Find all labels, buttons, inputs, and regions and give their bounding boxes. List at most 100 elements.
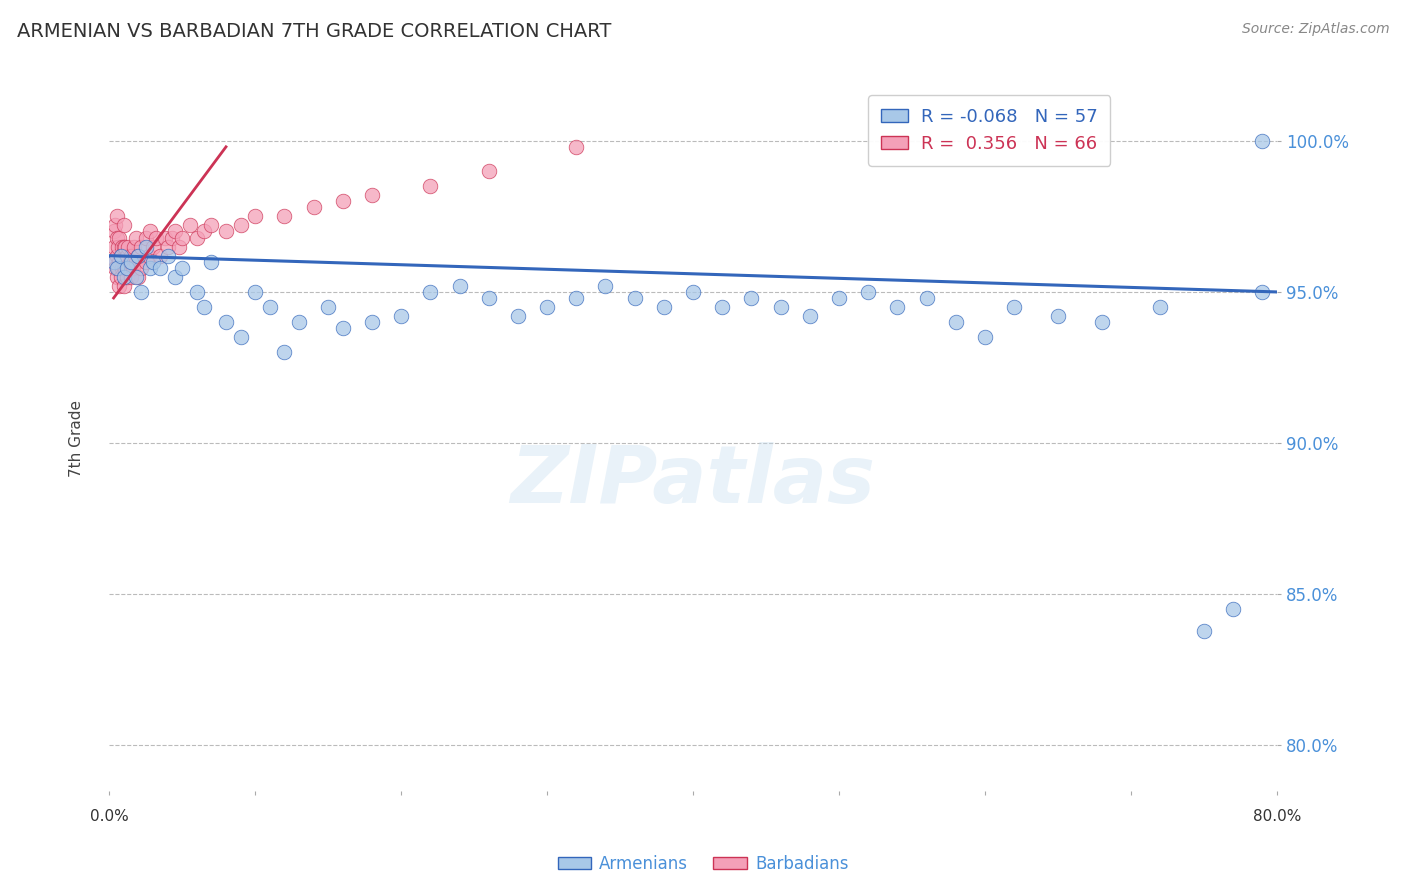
Point [974,330,997,344]
Point [107,239,129,253]
Point [149,249,172,263]
Point [915,291,938,305]
Point [1222,602,1244,616]
Point [179,219,201,233]
Point [332,321,354,335]
Point [536,300,558,314]
Text: 80.0%: 80.0% [1253,809,1301,824]
Point [506,309,529,323]
Point [105,210,128,224]
Point [302,200,325,214]
Point [478,291,501,305]
Point [105,230,128,244]
Point [1251,134,1274,148]
Point [160,230,183,244]
Point [332,194,354,209]
Point [149,260,172,275]
Point [131,285,153,299]
Legend: Armenians, Barbadians: Armenians, Barbadians [551,848,855,880]
Point [273,210,295,224]
Point [478,164,501,178]
Point [108,254,131,268]
Point [142,254,165,268]
Point [1192,624,1215,638]
Point [127,269,149,284]
Point [1002,300,1025,314]
Point [112,219,135,233]
Point [769,300,792,314]
Point [186,230,208,244]
Point [112,269,135,284]
Point [186,285,208,299]
Point [120,249,142,263]
Point [117,239,139,253]
Point [652,300,675,314]
Point [110,249,132,263]
Point [104,260,127,275]
Text: ZIPatlas: ZIPatlas [510,442,876,520]
Point [449,279,471,293]
Point [135,254,157,268]
Point [107,260,129,275]
Point [361,188,384,202]
Point [139,225,162,239]
Point [163,225,186,239]
Point [138,249,160,263]
Point [103,239,125,253]
Text: 7th Grade: 7th Grade [69,401,84,477]
Point [135,230,157,244]
Point [115,260,138,275]
Point [105,249,128,263]
Point [127,249,149,263]
Point [288,315,311,329]
Point [711,300,734,314]
Point [682,285,704,299]
Point [1046,309,1069,323]
Point [131,260,153,275]
Point [114,260,136,275]
Point [273,345,295,359]
Point [111,239,134,253]
Point [104,219,127,233]
Point [215,315,238,329]
Point [229,330,252,344]
Point [799,309,821,323]
Point [117,260,139,275]
Point [103,225,125,239]
Point [595,279,617,293]
Point [200,219,222,233]
Point [565,140,588,154]
Point [740,291,762,305]
Point [124,230,146,244]
Point [389,309,412,323]
Point [193,300,215,314]
Point [124,254,146,268]
Point [103,254,125,268]
Point [105,269,128,284]
Text: Source: ZipAtlas.com: Source: ZipAtlas.com [1241,22,1389,37]
Point [108,230,131,244]
Point [114,239,136,253]
Point [419,179,441,194]
Point [145,230,167,244]
Point [142,239,165,253]
Point [118,254,141,268]
Point [1251,285,1274,299]
Point [623,291,645,305]
Point [316,300,339,314]
Point [945,315,967,329]
Point [105,260,128,275]
Point [193,225,215,239]
Point [169,239,191,253]
Point [886,300,908,314]
Point [245,210,267,224]
Point [112,239,135,253]
Point [156,249,179,263]
Point [229,219,252,233]
Point [200,254,222,268]
Point [108,279,131,293]
Point [120,269,142,284]
Point [131,239,153,253]
Point [139,260,162,275]
Point [828,291,851,305]
